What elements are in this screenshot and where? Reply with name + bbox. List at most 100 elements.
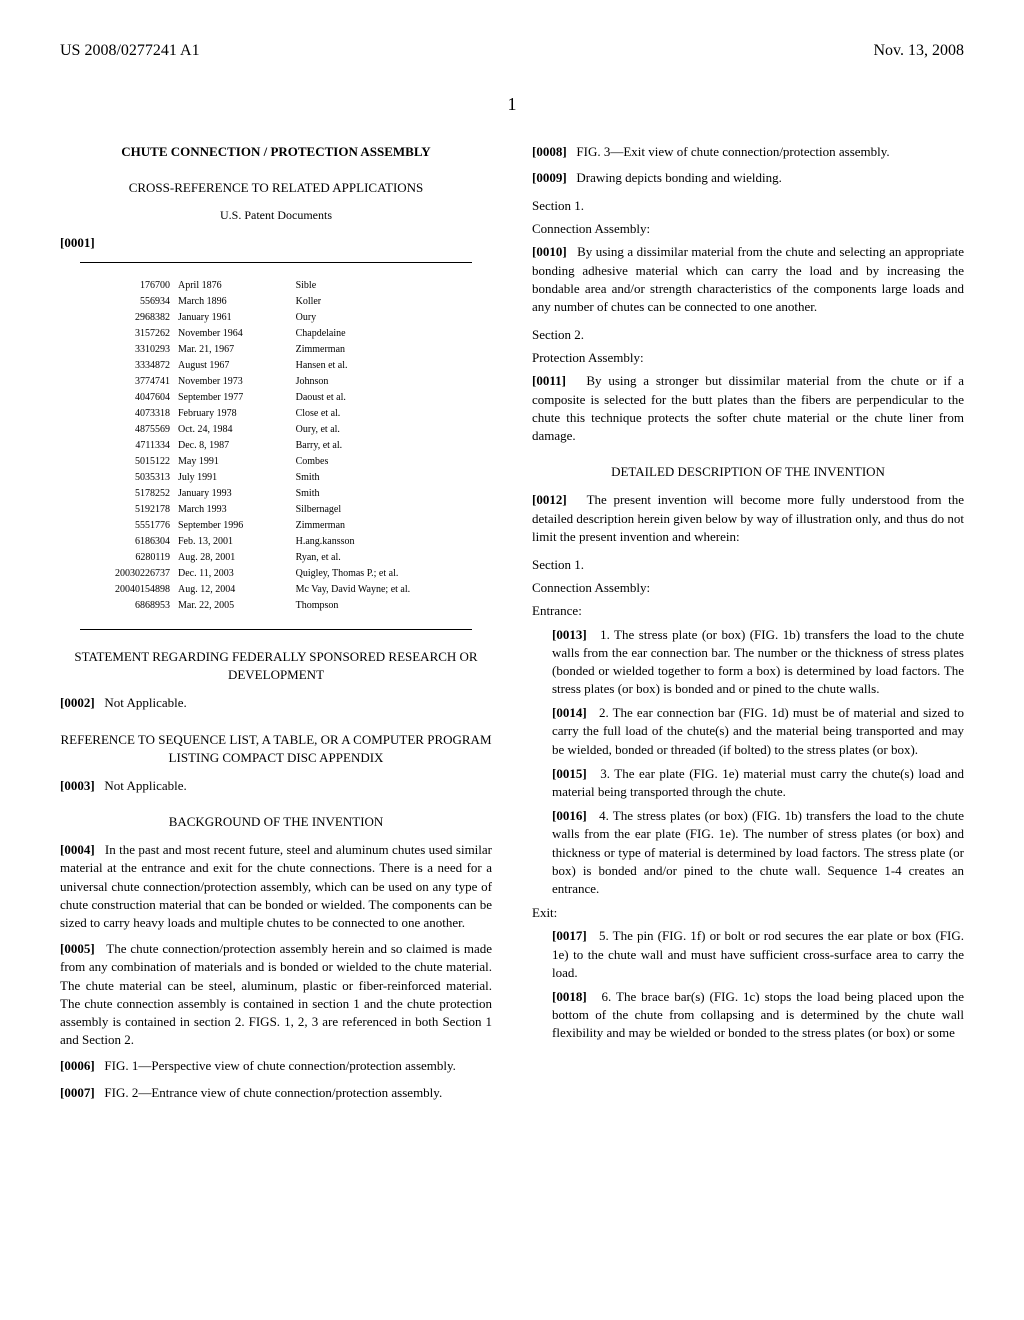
para-0008-text: FIG. 3—Exit view of chute connection/pro… xyxy=(576,144,889,159)
para-0006-text: FIG. 1—Perspective view of chute connect… xyxy=(104,1058,456,1073)
para-0005: [0005] The chute connection/protection a… xyxy=(60,940,492,1049)
table-row: 4073318February 1978Close et al. xyxy=(80,406,472,422)
para-num-0002: [0002] xyxy=(60,695,95,710)
patent-inventor: Thompson xyxy=(296,598,472,614)
para-0010-text: By using a dissimilar material from the … xyxy=(532,244,964,314)
document-title: CHUTE CONNECTION / PROTECTION ASSEMBLY xyxy=(60,143,492,161)
para-0013: [0013] 1. The stress plate (or box) (FIG… xyxy=(552,626,964,699)
header-right: Nov. 13, 2008 xyxy=(873,40,964,62)
table-row: 5035313July 1991Smith xyxy=(80,470,472,486)
para-num-0017: [0017] xyxy=(552,928,587,943)
patent-date: September 1977 xyxy=(178,390,296,406)
patent-inventor: Smith xyxy=(296,486,472,502)
patent-date: August 1967 xyxy=(178,358,296,374)
para-0002: [0002] Not Applicable. xyxy=(60,694,492,712)
para-num-0011: [0011] xyxy=(532,373,566,388)
para-num-0005: [0005] xyxy=(60,941,95,956)
para-0014-text: 2. The ear connection bar (FIG. 1d) must… xyxy=(552,705,964,756)
para-0004: [0004] In the past and most recent futur… xyxy=(60,841,492,932)
para-0003-text: Not Applicable. xyxy=(104,778,186,793)
para-num-0009: [0009] xyxy=(532,170,567,185)
para-0009-text: Drawing depicts bonding and wielding. xyxy=(576,170,781,185)
table-row: 556934March 1896Koller xyxy=(80,294,472,310)
patent-date: January 1993 xyxy=(178,486,296,502)
patent-inventor: Oury, et al. xyxy=(296,422,472,438)
patent-number: 5551776 xyxy=(80,518,178,534)
para-0008: [0008] FIG. 3—Exit view of chute connect… xyxy=(532,143,964,161)
para-num-0008: [0008] xyxy=(532,144,567,159)
patent-number: 6280119 xyxy=(80,550,178,566)
us-patent-docs: U.S. Patent Documents xyxy=(60,207,492,224)
patent-inventor: Zimmerman xyxy=(296,342,472,358)
para-num-0010: [0010] xyxy=(532,244,567,259)
table-row: 20040154898Aug. 12, 2004Mc Vay, David Wa… xyxy=(80,582,472,598)
patent-number: 6868953 xyxy=(80,598,178,614)
connection-assembly-label: Connection Assembly: xyxy=(532,220,964,238)
para-num-0006: [0006] xyxy=(60,1058,95,1073)
section1-label-2: Section 1. xyxy=(532,556,964,574)
para-0006: [0006] FIG. 1—Perspective view of chute … xyxy=(60,1057,492,1075)
patent-date: July 1991 xyxy=(178,470,296,486)
para-0011: [0011] By using a stronger but dissimila… xyxy=(532,372,964,445)
para-0007: [0007] FIG. 2—Entrance view of chute con… xyxy=(60,1084,492,1102)
patent-number: 3310293 xyxy=(80,342,178,358)
table-row: 3157262November 1964Chapdelaine xyxy=(80,326,472,342)
table-row: 6186304Feb. 13, 2001H.ang.kansson xyxy=(80,534,472,550)
patent-date: March 1896 xyxy=(178,294,296,310)
table-row: 6868953Mar. 22, 2005Thompson xyxy=(80,598,472,614)
patent-inventor: Combes xyxy=(296,454,472,470)
table-row: 4047604September 1977Daoust et al. xyxy=(80,390,472,406)
patent-inventor: Chapdelaine xyxy=(296,326,472,342)
patent-number: 20030226737 xyxy=(80,566,178,582)
para-num-0012: [0012] xyxy=(532,492,567,507)
patent-date: September 1996 xyxy=(178,518,296,534)
entrance-label: Entrance: xyxy=(532,602,964,620)
table-row: 2968382January 1961Oury xyxy=(80,310,472,326)
para-0001: [0001] xyxy=(60,234,492,252)
patent-date: April 1876 xyxy=(178,278,296,294)
patent-inventor: Daoust et al. xyxy=(296,390,472,406)
patent-date: Aug. 28, 2001 xyxy=(178,550,296,566)
page-header: US 2008/0277241 A1 Nov. 13, 2008 xyxy=(60,40,964,62)
patent-inventor: Hansen et al. xyxy=(296,358,472,374)
patent-number: 6186304 xyxy=(80,534,178,550)
patent-date: November 1973 xyxy=(178,374,296,390)
para-0003: [0003] Not Applicable. xyxy=(60,777,492,795)
left-column: CHUTE CONNECTION / PROTECTION ASSEMBLY C… xyxy=(60,143,492,1110)
patent-number: 176700 xyxy=(80,278,178,294)
patent-date: Feb. 13, 2001 xyxy=(178,534,296,550)
patent-date: January 1961 xyxy=(178,310,296,326)
para-num-0018: [0018] xyxy=(552,989,587,1004)
para-0018-text: 6. The brace bar(s) (FIG. 1c) stops the … xyxy=(552,989,964,1040)
para-0016-text: 4. The stress plates (or box) (FIG. 1b) … xyxy=(552,808,964,896)
para-0018: [0018] 6. The brace bar(s) (FIG. 1c) sto… xyxy=(552,988,964,1043)
patent-number: 4073318 xyxy=(80,406,178,422)
patent-number: 4875569 xyxy=(80,422,178,438)
patent-inventor: Silbernagel xyxy=(296,502,472,518)
table-row: 5551776September 1996Zimmerman xyxy=(80,518,472,534)
para-num-0003: [0003] xyxy=(60,778,95,793)
patent-number: 556934 xyxy=(80,294,178,310)
patent-number: 3334872 xyxy=(80,358,178,374)
patent-inventor: H.ang.kansson xyxy=(296,534,472,550)
patent-date: Mar. 21, 1967 xyxy=(178,342,296,358)
table-row: 4875569Oct. 24, 1984Oury, et al. xyxy=(80,422,472,438)
para-0007-text: FIG. 2—Entrance view of chute connection… xyxy=(104,1085,442,1100)
para-0015-text: 3. The ear plate (FIG. 1e) material must… xyxy=(552,766,964,799)
patent-number: 4047604 xyxy=(80,390,178,406)
para-0015: [0015] 3. The ear plate (FIG. 1e) materi… xyxy=(552,765,964,801)
patent-table-wrap: 176700April 1876Sible556934March 1896Kol… xyxy=(80,262,472,630)
patent-number: 3157262 xyxy=(80,326,178,342)
header-left: US 2008/0277241 A1 xyxy=(60,40,200,62)
table-row: 20030226737Dec. 11, 2003Quigley, Thomas … xyxy=(80,566,472,582)
patent-date: Dec. 8, 1987 xyxy=(178,438,296,454)
para-num-0007: [0007] xyxy=(60,1085,95,1100)
page-number: 1 xyxy=(60,92,964,117)
para-0017: [0017] 5. The pin (FIG. 1f) or bolt or r… xyxy=(552,927,964,982)
para-num-0004: [0004] xyxy=(60,842,95,857)
para-0017-text: 5. The pin (FIG. 1f) or bolt or rod secu… xyxy=(552,928,964,979)
patent-inventor: Barry, et al. xyxy=(296,438,472,454)
para-0011-text: By using a stronger but dissimilar mater… xyxy=(532,373,964,443)
patent-number: 3774741 xyxy=(80,374,178,390)
para-0012-text: The present invention will become more f… xyxy=(532,492,964,543)
